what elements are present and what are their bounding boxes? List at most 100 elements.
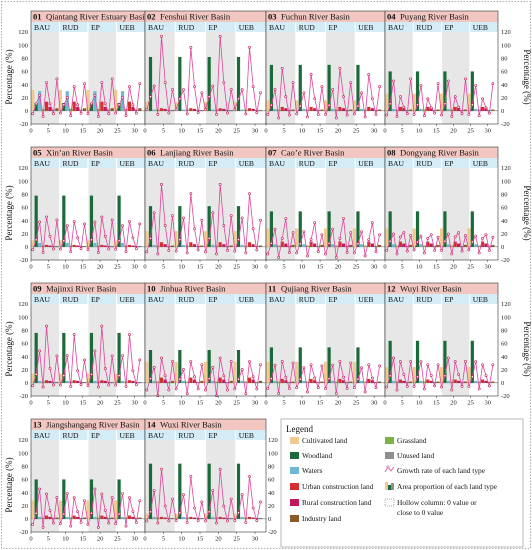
x-tick-label: 15	[433, 264, 440, 271]
bar-03-UEB-3	[363, 109, 367, 111]
x-tick-label: 5	[282, 264, 285, 271]
growth-line-09	[32, 326, 141, 388]
growth-point	[334, 116, 338, 120]
bar-01-BAU-0	[31, 89, 35, 111]
growth-point	[385, 113, 389, 117]
growth-point	[174, 249, 178, 253]
bar-group	[145, 56, 263, 112]
growth-point	[138, 499, 142, 503]
x-tick-label: 30	[131, 128, 138, 135]
growth-point	[273, 88, 277, 91]
growth-point	[313, 97, 317, 101]
scenario-label: EP	[91, 159, 100, 168]
bar-03-BAU-7	[291, 109, 295, 111]
panel-frame	[384, 146, 499, 261]
bar-05-RUD-3	[69, 245, 73, 247]
scenario-label: UEB	[358, 23, 373, 32]
bar-14-RUD-0	[174, 513, 178, 519]
bar-10-RUD-3	[185, 381, 189, 383]
growth-point	[374, 113, 378, 116]
bar-02-EP-7	[229, 109, 234, 112]
bar-09-EP-7	[110, 381, 115, 384]
bar-07-EP-3	[334, 245, 338, 247]
x-tick-label: 0	[29, 400, 32, 407]
bar-02-BAU-1	[148, 56, 153, 111]
x-tick-label: 30	[252, 128, 259, 135]
bar-07-UEB-1	[356, 211, 360, 247]
growth-point	[167, 388, 171, 392]
x-tick-label: 15	[433, 128, 440, 135]
x-tick-label: 30	[131, 400, 138, 407]
bar-group	[266, 347, 382, 384]
growth-point	[207, 510, 211, 514]
bar-12-RUD-3	[422, 381, 426, 383]
y-tick-left: 80	[22, 463, 29, 470]
y-axis-label-right: Percentage (%)	[522, 185, 532, 240]
bar-13-EP-3	[96, 517, 100, 519]
scenario-label: UEB	[120, 159, 135, 168]
bar-12-BAU-3	[395, 381, 399, 383]
bar-07-UEB-6	[374, 245, 378, 248]
growth-point	[138, 222, 142, 226]
bar-12-RUD-0	[412, 367, 416, 383]
y-tick-right: 120	[501, 301, 511, 308]
growth-point	[204, 519, 207, 523]
growth-point	[96, 115, 100, 118]
bar-01-RUD-3	[69, 108, 73, 111]
growth-point	[160, 183, 163, 186]
x-tick-label: 30	[131, 264, 138, 271]
bar-12-RUD-4	[426, 379, 430, 383]
bar-03-RUD-4	[309, 106, 313, 111]
growth-line-06	[146, 184, 261, 255]
bar-07-RUD-3	[305, 245, 310, 247]
growth-point	[171, 88, 174, 91]
legend-item-8: Rural construction land	[290, 498, 372, 507]
x-tick-label: 25	[353, 400, 360, 407]
growth-point	[460, 385, 464, 388]
bar-09-BAU-5	[48, 380, 52, 383]
growth-point	[128, 85, 131, 89]
bar-04-EP-5	[457, 108, 461, 111]
x-tick-label: 5	[400, 128, 403, 135]
basin-title: Wuyi River Basin	[400, 284, 462, 294]
x-tick-label: 30	[371, 400, 378, 407]
scenario-label: EP	[209, 23, 218, 32]
growth-point	[443, 102, 447, 106]
scenario-label: BAU	[148, 159, 165, 168]
scenario-label: EP	[329, 295, 338, 304]
bar-07-EP-1	[327, 211, 331, 247]
bar-13-RUD-3	[69, 517, 73, 519]
scenario-label: EP	[445, 159, 454, 168]
bar-06-RUD-5	[192, 244, 197, 247]
growth-point	[215, 113, 218, 116]
growth-point	[244, 251, 248, 255]
growth-point	[349, 231, 353, 235]
basin-title: Lanjiang River Basin	[160, 148, 234, 158]
bar-12-EP-2	[446, 380, 450, 383]
x-tick-label: 0	[143, 264, 146, 271]
legend-label: Industry land	[302, 514, 342, 523]
bar-01-BAU-3	[41, 108, 45, 111]
growth-point	[163, 504, 167, 508]
growth-point	[237, 377, 240, 381]
bar-14-BAU-5	[163, 517, 167, 519]
bar-01-EP-0	[86, 89, 90, 111]
growth-point	[291, 231, 295, 235]
panel-frame	[384, 282, 499, 397]
basin-id: 02	[147, 12, 156, 22]
growth-point	[62, 512, 66, 516]
growth-point	[222, 224, 226, 227]
growth-point	[429, 374, 433, 378]
legend-swatch	[290, 452, 299, 459]
growth-point	[83, 222, 86, 226]
bar-03-RUD-3	[305, 109, 310, 111]
bar-13-EP-0	[86, 500, 90, 519]
growth-point	[145, 388, 149, 392]
bar-06-RUD-3	[185, 245, 189, 247]
scenario-label: EP	[329, 23, 338, 32]
bar-14-EP-7	[229, 517, 234, 520]
bar-02-UEB-1	[236, 56, 241, 111]
x-tick-label: 5	[162, 264, 165, 271]
growth-point	[470, 240, 474, 244]
